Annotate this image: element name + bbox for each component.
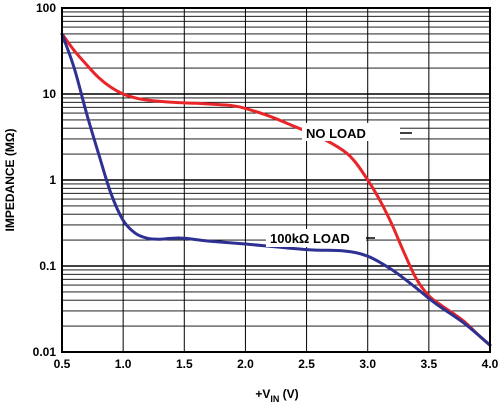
y-tick-label: 0.1 [39, 259, 56, 273]
x-axis-label-unit: (V) [279, 387, 298, 401]
x-tick-label: 2.5 [298, 357, 315, 371]
y-axis-label: IMPEDANCE (MΩ) [3, 129, 17, 232]
no-load-annotation: NO LOAD [306, 126, 366, 141]
y-axis-ticks: 0.01 0.1 1 10 100 [33, 1, 57, 359]
x-axis-label-main: +V [255, 387, 270, 401]
x-axis-label-subscript: IN [270, 394, 279, 404]
load-annotation: 100kΩ LOAD [270, 231, 350, 246]
x-tick-label: 4.0 [482, 357, 499, 371]
x-tick-label: 2.0 [237, 357, 254, 371]
grid [62, 8, 490, 352]
plot-frame [61, 7, 491, 353]
x-axis-ticks: 0.5 1.0 1.5 2.0 2.5 3.0 3.5 4.0 [54, 357, 499, 371]
y-tick-label: 1 [49, 173, 56, 187]
y-tick-label: 10 [43, 87, 57, 101]
no-load-label-bg [302, 123, 400, 141]
x-tick-label: 3.0 [359, 357, 376, 371]
y-tick-label: 0.01 [33, 345, 57, 359]
x-tick-label: 3.5 [421, 357, 438, 371]
series-line-no-load [60, 32, 492, 347]
load-label-bg [266, 229, 366, 247]
x-tick-label: 1.0 [115, 357, 132, 371]
x-tick-label: 1.5 [176, 357, 193, 371]
y-tick-label: 100 [36, 1, 56, 15]
x-tick-label: 0.5 [54, 357, 71, 371]
annotations: NO LOAD 100kΩ LOAD [266, 123, 412, 247]
series-line-100k-load [60, 32, 492, 347]
series-layer [60, 32, 492, 347]
x-axis-label: +VIN (V) [255, 387, 298, 404]
